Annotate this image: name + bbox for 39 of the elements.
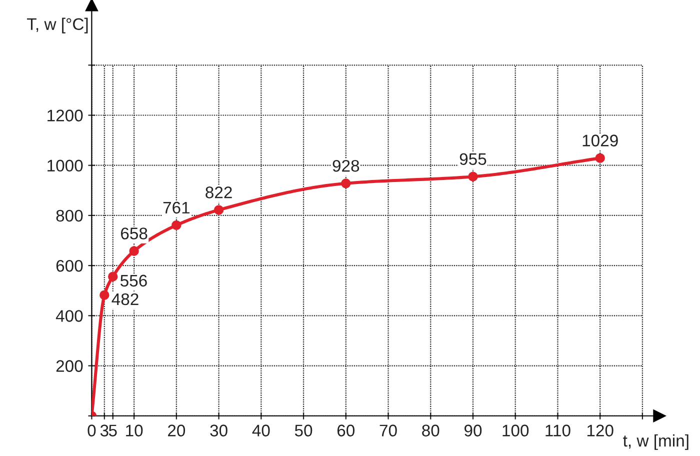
data-label: 658	[121, 228, 148, 240]
x-tick-label: 0	[88, 424, 96, 436]
point	[100, 290, 110, 300]
x-tick-label: 5	[108, 424, 117, 436]
y-tick-label: 1000	[48, 160, 83, 172]
point	[468, 172, 478, 182]
data-label: 761	[163, 202, 190, 214]
x-tick-label: 70	[380, 424, 397, 436]
point	[214, 205, 224, 215]
y-tick-label: 600	[56, 260, 83, 272]
y-tick-label: 200	[56, 360, 83, 372]
x-tick-label: 60	[337, 424, 355, 436]
y-tick-label: 400	[56, 310, 83, 322]
x-tick-label: 3	[100, 424, 108, 436]
x-tick-label: 120	[587, 424, 614, 436]
data-label: 928	[332, 160, 360, 172]
x-tick-label: 20	[168, 424, 186, 436]
data-label: 556	[120, 274, 147, 287]
point	[129, 246, 139, 256]
x-tick-label: 10	[126, 424, 143, 436]
data-label: 482	[112, 293, 138, 306]
x-tick-label: 80	[422, 424, 440, 436]
point	[341, 178, 351, 188]
x-tick-label: 90	[464, 424, 482, 436]
y-tick-label: 1200	[48, 110, 83, 122]
point	[108, 272, 118, 282]
data-label: 1029	[582, 134, 618, 146]
x-tick-label: 40	[252, 424, 270, 436]
point	[595, 153, 605, 163]
x-axis-title: t, w [min]	[623, 434, 688, 450]
y-tick-label: 800	[56, 210, 83, 222]
x-tick-label: 110	[546, 424, 570, 436]
point	[172, 220, 182, 230]
data-label: 822	[206, 186, 232, 198]
data-label: 955	[460, 153, 486, 165]
x-tick-label: 30	[210, 424, 228, 436]
x-tick-label: 50	[294, 424, 312, 436]
y-axis-title: T, w [°C]	[27, 18, 88, 34]
x-tick-label: 100	[502, 424, 529, 436]
